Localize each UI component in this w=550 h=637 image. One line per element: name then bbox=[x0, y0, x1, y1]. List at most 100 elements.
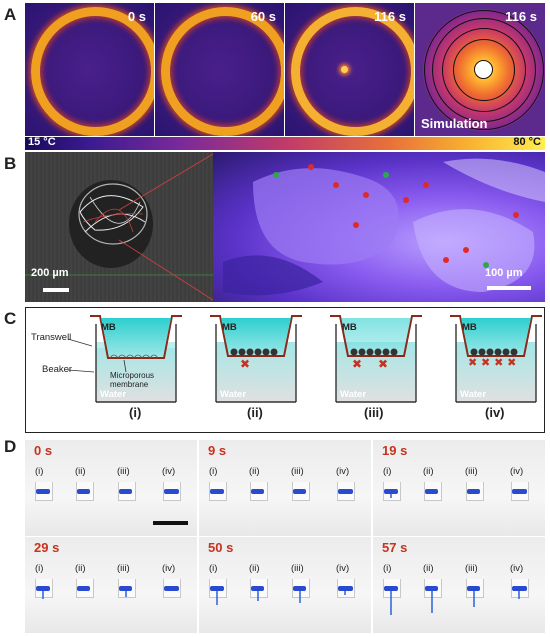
case-label: (i) bbox=[35, 563, 44, 574]
dye-layer bbox=[512, 489, 527, 494]
sim-contour bbox=[432, 18, 536, 122]
thermal-ring bbox=[161, 7, 284, 136]
fe-dot bbox=[463, 247, 469, 253]
mg-dot bbox=[483, 262, 489, 268]
case-label: (iii) bbox=[465, 466, 478, 477]
panel-label-d: D bbox=[4, 437, 17, 456]
thermal-image-116s: 116 s bbox=[285, 3, 414, 136]
scale-label-right: 100 µm bbox=[485, 267, 523, 279]
case-label: (iv) bbox=[510, 466, 524, 477]
case-label: (iv) bbox=[162, 466, 176, 477]
dye-stream bbox=[42, 591, 44, 599]
dye-layer bbox=[384, 586, 398, 591]
thermal-time-label: 60 s bbox=[250, 9, 276, 24]
eds-texture bbox=[223, 158, 545, 296]
svg-text:✖: ✖ bbox=[378, 357, 388, 371]
panel-label-b: B bbox=[4, 154, 17, 173]
temperature-colorbar: 15 °C 80 °C bbox=[25, 136, 545, 150]
case-label-ii: (ii) bbox=[247, 405, 263, 420]
case-label: (i) bbox=[209, 466, 218, 477]
timelapse-frame: 57 s (i) (ii) (iii) (iv) bbox=[373, 537, 545, 633]
dye-layer bbox=[251, 586, 264, 591]
dye-layer bbox=[77, 489, 90, 494]
dye-layer bbox=[210, 489, 224, 494]
dye-layer bbox=[425, 489, 438, 494]
sem-particle bbox=[25, 153, 213, 301]
dye-layer bbox=[338, 489, 353, 494]
scale-label-left: 200 µm bbox=[31, 267, 69, 279]
mg-dot bbox=[383, 172, 389, 178]
panel-label-c: C bbox=[4, 309, 17, 328]
schematic-panel: ✖ ✖ ✖ ✖ ✖ ✖ ✖ MB MB MB MB Transwell Beak… bbox=[25, 307, 545, 433]
mb-label-iv: MB bbox=[462, 322, 477, 333]
dye-layer bbox=[36, 489, 50, 494]
thermal-time-label: 116 s bbox=[374, 9, 406, 24]
case-label: (ii) bbox=[423, 563, 434, 574]
thermal-ring bbox=[31, 7, 154, 136]
panel-label-a: A bbox=[4, 5, 17, 24]
simulation-label: Simulation bbox=[421, 116, 488, 131]
case-label: (ii) bbox=[423, 466, 434, 477]
case-label: (i) bbox=[209, 563, 218, 574]
mb-label-iii: MB bbox=[342, 322, 357, 333]
dye-layer bbox=[425, 586, 438, 591]
svg-text:✖ ✖ ✖ ✖: ✖ ✖ ✖ ✖ bbox=[468, 356, 516, 369]
colorbar-max: 80 °C bbox=[513, 136, 541, 148]
timelapse-frame: 0 s (i) (ii) (iii) (iv) bbox=[25, 440, 197, 536]
thermal-time-label: 0 s bbox=[127, 9, 146, 24]
dye-stream bbox=[299, 591, 301, 603]
water-label-iv: Water bbox=[460, 389, 487, 400]
case-label: (ii) bbox=[75, 563, 86, 574]
dye-layer bbox=[251, 489, 264, 494]
case-label: (ii) bbox=[249, 563, 260, 574]
thermal-time-label: 116 s bbox=[505, 9, 537, 24]
timelapse-frame: 50 s (i) (ii) (iii) (iv) bbox=[199, 537, 371, 633]
dye-stream bbox=[257, 591, 259, 601]
timelapse-time-label: 19 s bbox=[382, 443, 408, 458]
timelapse-time-label: 29 s bbox=[34, 540, 60, 555]
mg-dot bbox=[273, 172, 279, 178]
scale-bar-right bbox=[487, 286, 531, 290]
fe-dot bbox=[308, 164, 314, 170]
timelapse-frame: 29 s (i) (ii) (iii) (iv) bbox=[25, 537, 197, 633]
mb-label-i: MB bbox=[101, 322, 116, 333]
water-label-iii: Water bbox=[340, 389, 367, 400]
dye-layer bbox=[210, 586, 224, 591]
fe-dot bbox=[403, 197, 409, 203]
sim-center bbox=[474, 60, 493, 79]
water-label-ii: Water bbox=[220, 389, 247, 400]
svg-text:✖: ✖ bbox=[352, 357, 362, 371]
case-label: (iii) bbox=[117, 563, 130, 574]
case-label: (i) bbox=[383, 466, 392, 477]
fe-dot bbox=[443, 257, 449, 263]
sim-contour bbox=[424, 10, 544, 130]
dye-layer bbox=[512, 586, 527, 591]
case-label: (iv) bbox=[336, 466, 350, 477]
case-label: (iv) bbox=[162, 563, 176, 574]
case-label: (i) bbox=[383, 563, 392, 574]
beaker-label: Beaker bbox=[42, 364, 73, 375]
case-label-iv: (iv) bbox=[485, 405, 505, 420]
dye-stream bbox=[431, 591, 433, 613]
case-label: (i) bbox=[35, 466, 44, 477]
dye-layer bbox=[338, 586, 353, 591]
fe-dot bbox=[333, 182, 339, 188]
case-label: (iii) bbox=[291, 563, 304, 574]
dye-stream bbox=[125, 591, 127, 597]
dye-layer bbox=[293, 586, 306, 591]
thermal-image-60s: 60 s bbox=[155, 3, 284, 136]
scale-bar-d bbox=[153, 521, 188, 525]
fe-dot bbox=[423, 182, 429, 188]
case-label: (iii) bbox=[465, 563, 478, 574]
sim-contour bbox=[453, 39, 515, 101]
dye-layer bbox=[36, 586, 50, 591]
mb-label-ii: MB bbox=[222, 322, 237, 333]
sim-contour bbox=[442, 28, 526, 112]
dye-stream bbox=[390, 591, 392, 615]
fe-dot bbox=[353, 222, 359, 228]
case-label: (ii) bbox=[249, 466, 260, 477]
transwell-label: Transwell bbox=[31, 332, 72, 343]
timelapse-frame: 9 s (i) (ii) (iii) (iv) bbox=[199, 440, 371, 536]
case-label-i: (i) bbox=[129, 405, 142, 420]
case-label: (ii) bbox=[75, 466, 86, 477]
